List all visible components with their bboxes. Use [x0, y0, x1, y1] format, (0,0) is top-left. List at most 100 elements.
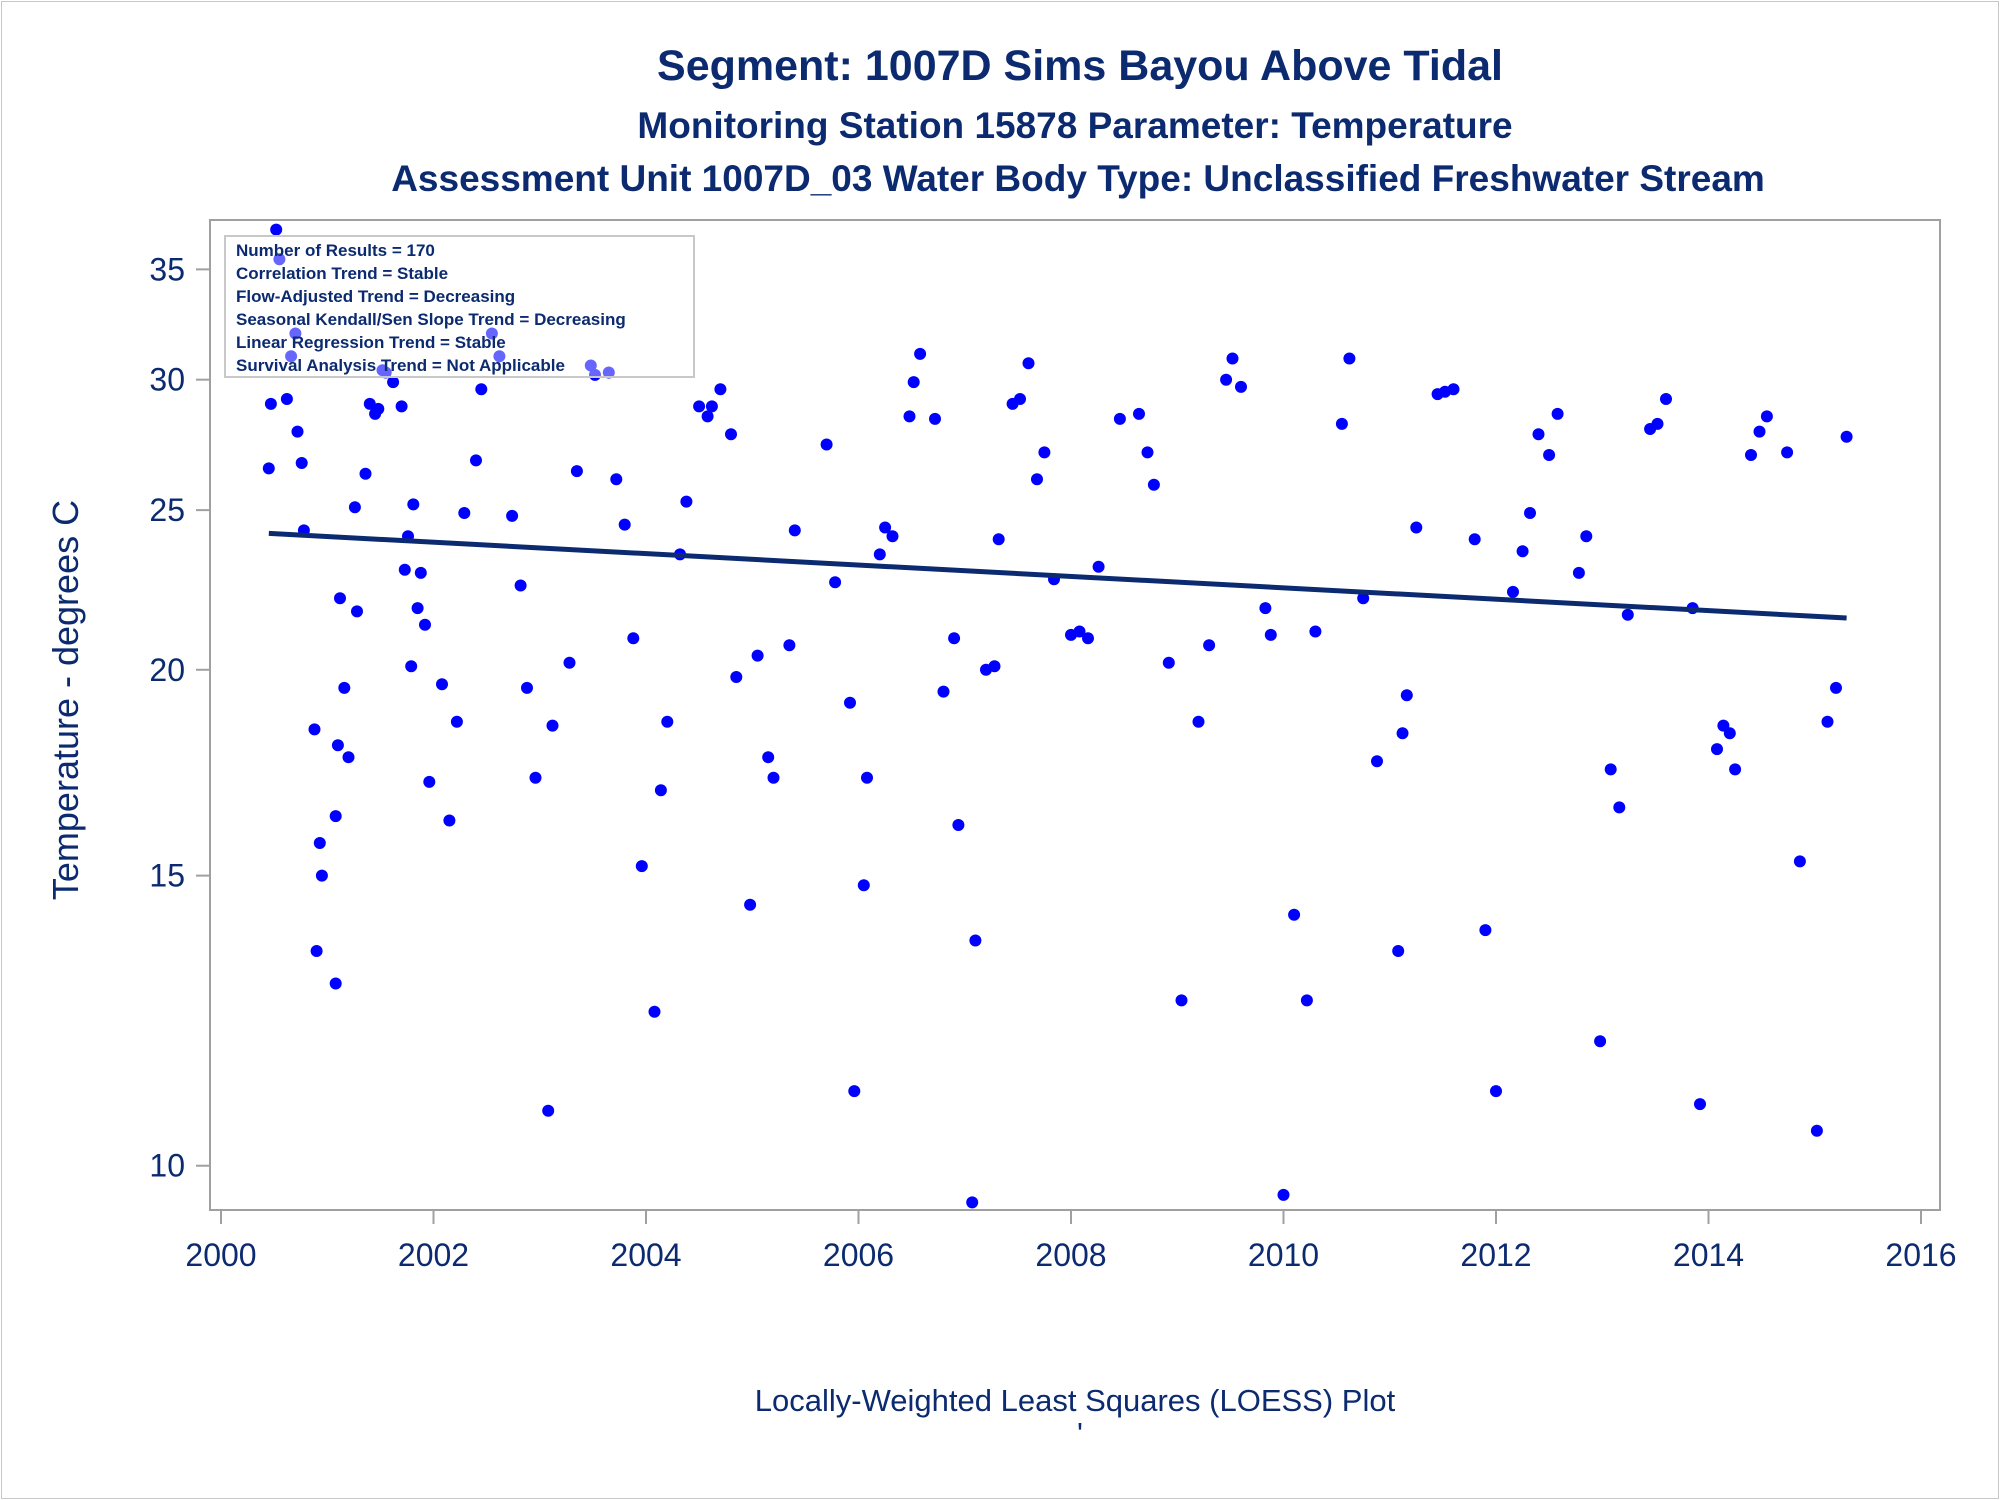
data-point [1022, 357, 1035, 370]
x-axis: 2000 2002 2004 2006 2008 2010 2012 2014 2016 [185, 1210, 1957, 1273]
data-point [1162, 656, 1175, 669]
data-point [610, 473, 623, 486]
data-point [1371, 755, 1383, 768]
data-point [291, 425, 304, 438]
data-point [1038, 446, 1051, 459]
y-tick-label: 15 [149, 858, 185, 894]
statistics-line: Flow-Adjusted Trend = Decreasing [236, 287, 515, 306]
data-point [313, 837, 326, 849]
data-point [1410, 521, 1423, 534]
data-point [914, 347, 927, 360]
data-point [1793, 855, 1806, 868]
y-tick-label: 25 [149, 492, 185, 528]
data-point [1660, 393, 1672, 405]
data-point [1760, 410, 1773, 423]
data-point [762, 751, 775, 764]
data-point [458, 507, 471, 519]
data-point [1031, 473, 1043, 486]
data-point [1507, 585, 1519, 598]
data-point [848, 1085, 861, 1098]
data-point [1396, 727, 1409, 740]
data-point [1651, 417, 1664, 430]
data-point [714, 383, 727, 396]
data-point [334, 592, 346, 605]
statistics-box: Number of Results = 170 Correlation Trend… [224, 235, 695, 378]
data-point [414, 566, 427, 579]
data-point [1309, 625, 1322, 638]
data-point [1073, 625, 1086, 638]
data-points [262, 223, 1853, 1209]
data-point [1235, 380, 1247, 393]
data-point [563, 656, 576, 669]
data-point [329, 810, 342, 823]
data-point [270, 223, 283, 236]
data-point [744, 898, 757, 911]
data-point [351, 605, 363, 618]
data-point [1468, 533, 1481, 546]
chart-subtitle-assessment: Assessment Unit 1007D_03 Water Body Type… [391, 158, 1765, 199]
data-point [857, 879, 870, 892]
data-point [470, 454, 482, 467]
data-point [1745, 449, 1757, 461]
data-point [1203, 639, 1216, 652]
data-point [1490, 1085, 1502, 1098]
data-point [1532, 428, 1545, 441]
data-point [952, 819, 965, 831]
data-point [1288, 908, 1301, 921]
data-point [506, 509, 519, 522]
data-point [937, 685, 950, 698]
statistics-box-border [224, 235, 695, 378]
y-axis: 10 15 20 25 30 35 [149, 251, 210, 1184]
data-point [829, 576, 842, 589]
data-point [546, 719, 559, 732]
statistics-line: Seasonal Kendall/Sen Slope Trend = Decre… [236, 310, 626, 329]
data-point [331, 739, 344, 752]
data-point [1821, 715, 1834, 728]
statistics-line: Survival Analysis Trend = Not Applicable [236, 356, 565, 375]
data-point [423, 775, 436, 788]
data-point [310, 945, 323, 957]
y-tick-label: 10 [149, 1148, 185, 1184]
data-point [730, 671, 743, 683]
trend-line [268, 530, 1847, 621]
data-point [1551, 407, 1564, 420]
data-point [1141, 446, 1154, 459]
data-point [405, 660, 418, 673]
data-point [618, 518, 631, 531]
data-point [1753, 425, 1766, 438]
data-point [1830, 681, 1842, 694]
x-tick-label: 2016 [1885, 1237, 1956, 1273]
data-point [654, 784, 667, 797]
plot-area-frame [209, 219, 1941, 1211]
data-point [379, 366, 392, 379]
x-tick-label: 2014 [1673, 1237, 1744, 1273]
data-point [992, 533, 1005, 546]
x-tick-label: 2010 [1248, 1237, 1319, 1273]
data-point [342, 751, 355, 764]
data-point [1175, 994, 1188, 1007]
data-point [1113, 412, 1126, 425]
data-point [295, 457, 308, 469]
data-point [1840, 430, 1853, 443]
data-point [542, 1104, 555, 1117]
data-point [680, 495, 693, 508]
data-point [948, 632, 961, 645]
data-point [1621, 608, 1634, 621]
data-point [419, 618, 431, 631]
data-point [273, 253, 286, 266]
data-point [529, 771, 542, 784]
statistics-line: Number of Results = 170 [236, 241, 435, 260]
data-point [1357, 592, 1370, 605]
data-point [693, 400, 706, 413]
data-point [1516, 545, 1529, 558]
data-point [783, 639, 796, 652]
data-point [1133, 407, 1145, 420]
data-point [1277, 1188, 1290, 1201]
y-tick-label: 30 [149, 362, 185, 398]
data-point [514, 579, 527, 592]
data-point [1343, 352, 1356, 365]
data-point [1613, 801, 1626, 814]
data-point [879, 521, 892, 534]
data-point [705, 400, 718, 413]
data-point [1479, 924, 1492, 937]
